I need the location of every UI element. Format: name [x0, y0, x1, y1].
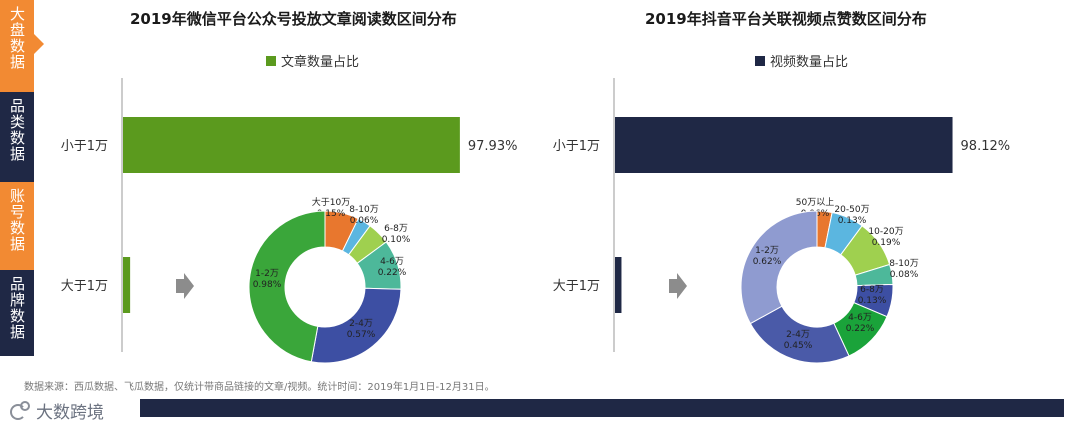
sidebar-tab-label: 品牌数据: [8, 276, 26, 340]
legend-swatch: [755, 55, 765, 66]
douyin-arrow-icon: [669, 273, 687, 299]
slice-value-label: 0.57%: [347, 330, 376, 340]
slice-label: 4-6万: [380, 257, 404, 267]
footer-bar: [140, 399, 1064, 417]
sidebar-tab-label: 大盘数据: [8, 6, 26, 70]
wechat-chart-title: 2019年微信平台公众号投放文章阅读数区间分布: [130, 10, 457, 28]
sidebar: 大盘数据 品类数据 账号数据 品牌数据: [0, 0, 44, 360]
slice-label: 6-8万: [384, 224, 408, 234]
slice-label: 6-8万: [860, 285, 884, 295]
slice-label: 1-2万: [755, 246, 779, 256]
slice-value-label: 0.06%: [350, 216, 379, 226]
slice-label: 20-50万: [834, 205, 869, 215]
brand-logo: 大数跨境: [8, 398, 104, 423]
slice-label: 4-6万: [848, 313, 872, 323]
bar-大于1万: [123, 257, 131, 313]
slice-value-label: 0.22%: [378, 268, 407, 278]
bar-小于1万: [123, 117, 460, 173]
sidebar-tab-brand[interactable]: 品牌数据: [0, 270, 34, 356]
category-tick-label: 大于1万: [553, 279, 600, 294]
wechat-bar-chart: 小于1万 97.93% 大于1万: [61, 78, 518, 352]
slice-value-label: 0.22%: [846, 324, 875, 334]
slice-value-label: 0.10%: [382, 235, 411, 245]
slice-label: 1-2万: [255, 269, 279, 279]
slice-label: 10-20万: [868, 227, 903, 237]
sidebar-tab-overview[interactable]: 大盘数据: [0, 0, 44, 92]
sidebar-tab-label: 账号数据: [8, 188, 26, 252]
bar-value-label: 98.12%: [961, 139, 1011, 154]
slice-value-label: 0.45%: [784, 341, 813, 351]
slice-label: 大于10万: [312, 196, 350, 208]
slice-value-label: 0.13%: [838, 216, 867, 226]
bar-小于1万: [615, 117, 953, 173]
douyin-legend: 视频数量占比: [755, 51, 848, 70]
slice-label: 50万以上: [796, 197, 834, 208]
slice-label: 8-10万: [889, 259, 918, 269]
slice-value-label: 0.08%: [890, 270, 919, 280]
slice-value-label: 0.98%: [253, 280, 282, 290]
brand-icon: [8, 400, 30, 421]
slice-label: 2-4万: [786, 330, 810, 340]
slice-2-4万: [310, 287, 402, 364]
slice-1-2万: [740, 210, 818, 325]
slice-label: 8-10万: [349, 205, 378, 215]
bar-大于1万: [615, 257, 622, 313]
brand-name: 大数跨境: [36, 403, 104, 423]
slice-label: 2-4万: [349, 319, 373, 329]
sidebar-tab-account[interactable]: 账号数据: [0, 182, 34, 270]
douyin-chart-title: 2019年抖音平台关联视频点赞数区间分布: [645, 10, 927, 28]
wechat-legend: 文章数量占比: [266, 51, 359, 70]
slice-1-2万: [248, 210, 326, 363]
sidebar-tab-label: 品类数据: [8, 98, 26, 162]
legend-label: 文章数量占比: [281, 55, 360, 70]
slice-value-label: 0.13%: [858, 296, 887, 306]
category-tick-label: 大于1万: [61, 279, 108, 294]
slice-value-label: 0.62%: [753, 257, 782, 267]
slice-value-label: 0.19%: [872, 238, 901, 248]
wechat-arrow-icon: [176, 273, 194, 299]
douyin-bar-chart: 小于1万 98.12% 大于1万: [553, 78, 1010, 352]
slice-value-label: 0.15%: [317, 209, 346, 219]
sidebar-tab-category[interactable]: 品类数据: [0, 92, 34, 182]
category-tick-label: 小于1万: [61, 139, 108, 154]
legend-label: 视频数量占比: [770, 55, 849, 70]
douyin-donut-chart: 50万以上0.06%20-50万0.13%10-20万0.19%8-10万0.0…: [740, 197, 919, 364]
legend-swatch: [266, 55, 276, 66]
bar-value-label: 97.93%: [468, 139, 518, 154]
data-source-note: 数据来源：西瓜数据、飞瓜数据，仅统计带商品链接的文章/视频。统计时间：2019年…: [24, 382, 495, 393]
category-tick-label: 小于1万: [553, 139, 600, 154]
